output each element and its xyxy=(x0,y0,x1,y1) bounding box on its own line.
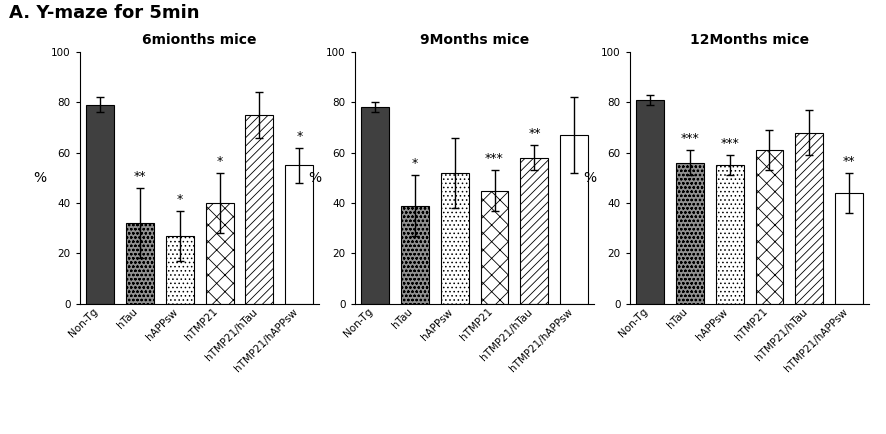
Bar xyxy=(835,193,862,304)
Text: ***: *** xyxy=(719,137,738,150)
Bar xyxy=(560,135,587,304)
Text: *: * xyxy=(296,130,302,143)
Bar xyxy=(166,236,193,304)
Text: *: * xyxy=(411,158,417,171)
Bar xyxy=(755,150,782,304)
Title: 12Months mice: 12Months mice xyxy=(689,33,808,47)
Bar xyxy=(361,108,388,304)
Y-axis label: %: % xyxy=(583,171,596,185)
Text: **: ** xyxy=(133,170,146,183)
Bar xyxy=(675,163,703,304)
Bar xyxy=(126,223,153,304)
Bar xyxy=(795,133,822,304)
Bar xyxy=(715,165,742,304)
Y-axis label: %: % xyxy=(34,171,47,185)
Text: ***: *** xyxy=(680,132,698,145)
Bar xyxy=(206,203,233,304)
Text: **: ** xyxy=(842,155,855,168)
Text: A. Y-maze for 5min: A. Y-maze for 5min xyxy=(9,4,199,22)
Bar xyxy=(400,206,428,304)
Bar xyxy=(86,105,113,304)
Bar xyxy=(285,165,313,304)
Bar xyxy=(520,158,548,304)
Bar xyxy=(480,191,508,304)
Y-axis label: %: % xyxy=(308,171,322,185)
Text: **: ** xyxy=(527,127,540,140)
Bar xyxy=(245,115,273,304)
Text: *: * xyxy=(176,193,183,206)
Bar xyxy=(635,100,663,304)
Title: 6mionths mice: 6mionths mice xyxy=(142,33,257,47)
Text: *: * xyxy=(216,155,222,168)
Title: 9Months mice: 9Months mice xyxy=(419,33,529,47)
Bar xyxy=(440,173,468,304)
Text: ***: *** xyxy=(485,152,503,165)
